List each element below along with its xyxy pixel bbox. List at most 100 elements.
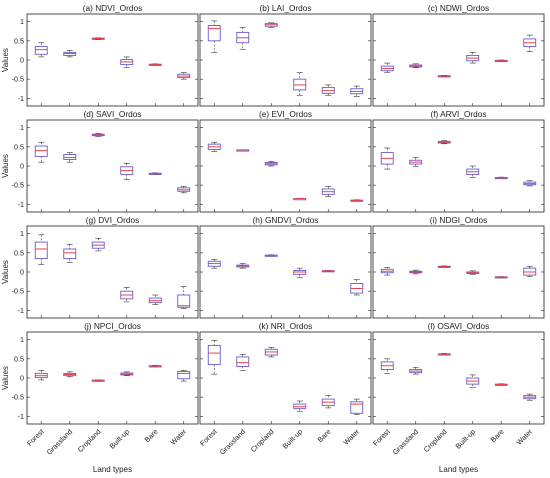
panel: (h) GNDVI_Ordos [199,215,372,319]
box-forest [34,370,48,381]
y-axis-label: Values [1,154,10,178]
y-tick-label: 1 [20,17,24,26]
y-tick-label: 1 [20,229,24,238]
box-forest [207,20,221,53]
iqr-box [236,356,250,367]
box-forest [380,147,394,170]
panel-frame [26,119,199,213]
iqr-box [177,371,191,380]
box-bare [494,59,508,63]
panel-frame [372,13,545,107]
box-forest [380,358,394,374]
box-built-up [466,165,480,178]
panel-title: (d) SAVI_Ordos [84,109,142,119]
panel-frame [26,331,199,425]
iqr-box [63,248,77,260]
box-bare [148,172,162,175]
box-cropland [91,37,105,40]
y-tick-label: 0.5 [14,142,24,151]
iqr-box [207,344,221,366]
box-forest [207,259,221,269]
box-cropland [91,237,105,252]
box-built-up [293,267,307,279]
panel: (e) EVI_Ordos [199,109,372,213]
box-forest [207,340,221,375]
y-tick-label: 0 [20,374,24,383]
box-water [523,34,537,52]
panel-frame [26,13,199,107]
iqr-box [34,46,48,55]
panel-title: (e) EVI_Ordos [259,109,312,119]
y-tick-label: -1 [18,200,24,209]
iqr-box [63,154,77,160]
box-cropland [264,22,278,28]
panel: (f) ARVI_Ordos [372,109,545,213]
panel-frame [26,225,199,319]
box-water [350,398,364,415]
panel-frame [372,331,545,425]
box-grassland [409,63,423,68]
y-tick-label: -1 [18,306,24,315]
box-forest [34,234,48,265]
box-forest [34,141,48,163]
box-built-up [293,400,307,413]
box-built-up [120,56,134,68]
panel-title: (l) OSAVI_Ordos [428,321,490,331]
y-tick-label: -0.5 [12,75,24,84]
panel: (d) SAVI_Ordos -1 -0.5 0 0.5 1 [12,109,199,213]
panel-title: (a) NDVI_Ordos [83,3,142,13]
box-grassland [63,371,77,378]
box-grassland [63,50,77,58]
panel-frame [372,119,545,213]
iqr-box [177,294,191,308]
panel-title: (i) NDGI_Ordos [430,215,488,225]
y-tick-label: 1 [20,335,24,344]
box-bare [148,294,162,305]
box-bare [494,276,508,279]
box-cropland [437,140,451,145]
panel-title: (g) DVI_Ordos [86,215,139,225]
x-axis-label-right: Land types [439,465,478,474]
box-cropland [91,379,105,382]
panel-frame [372,225,545,319]
box-bare [321,270,335,273]
panel-frame [199,331,372,425]
y-tick-label: 0 [20,56,24,65]
box-water [177,72,191,80]
panel: (b) LAI_Ordos [199,3,372,107]
box-built-up [466,52,480,64]
panel-frame [199,13,372,107]
box-bare [494,176,508,180]
y-tick-label: -0.5 [12,287,24,296]
box-forest [207,141,221,152]
box-water [523,265,537,277]
box-grassland [63,152,77,163]
box-built-up [120,287,134,303]
panel-title: (b) LAI_Ordos [259,3,311,13]
panel-title: (j) NPCI_Ordos [84,321,141,331]
panel-grid: (a) NDVI_Ordos -1 -0.5 0 0.5 1 (b) LAI_Ordos (c… [12,3,545,457]
box-built-up [120,163,134,180]
box-bare [148,365,162,368]
panel: (i) NDGI_Ordos [372,215,545,319]
y-tick-label: 0.5 [14,36,24,45]
box-bare [321,186,335,197]
box-cropland [91,133,105,137]
box-bare [148,63,162,66]
y-tick-label: -0.5 [12,181,24,190]
box-water [350,199,364,202]
panel: (g) DVI_Ordos -1 -0.5 0 0.5 1 [12,215,199,319]
y-tick-label: 0 [20,162,24,171]
y-axis-label: Values [1,366,10,390]
box-cropland [437,75,451,78]
panel-title: (h) GNDVI_Ordos [253,215,319,225]
panel-title: (k) NRI_Ordos [259,321,312,331]
panel-frame [199,225,372,319]
box-built-up [293,72,307,96]
box-grassland [409,366,423,375]
box-water [350,279,364,296]
box-built-up [293,198,307,201]
box-bare [321,84,335,96]
box-cropland [437,353,451,356]
